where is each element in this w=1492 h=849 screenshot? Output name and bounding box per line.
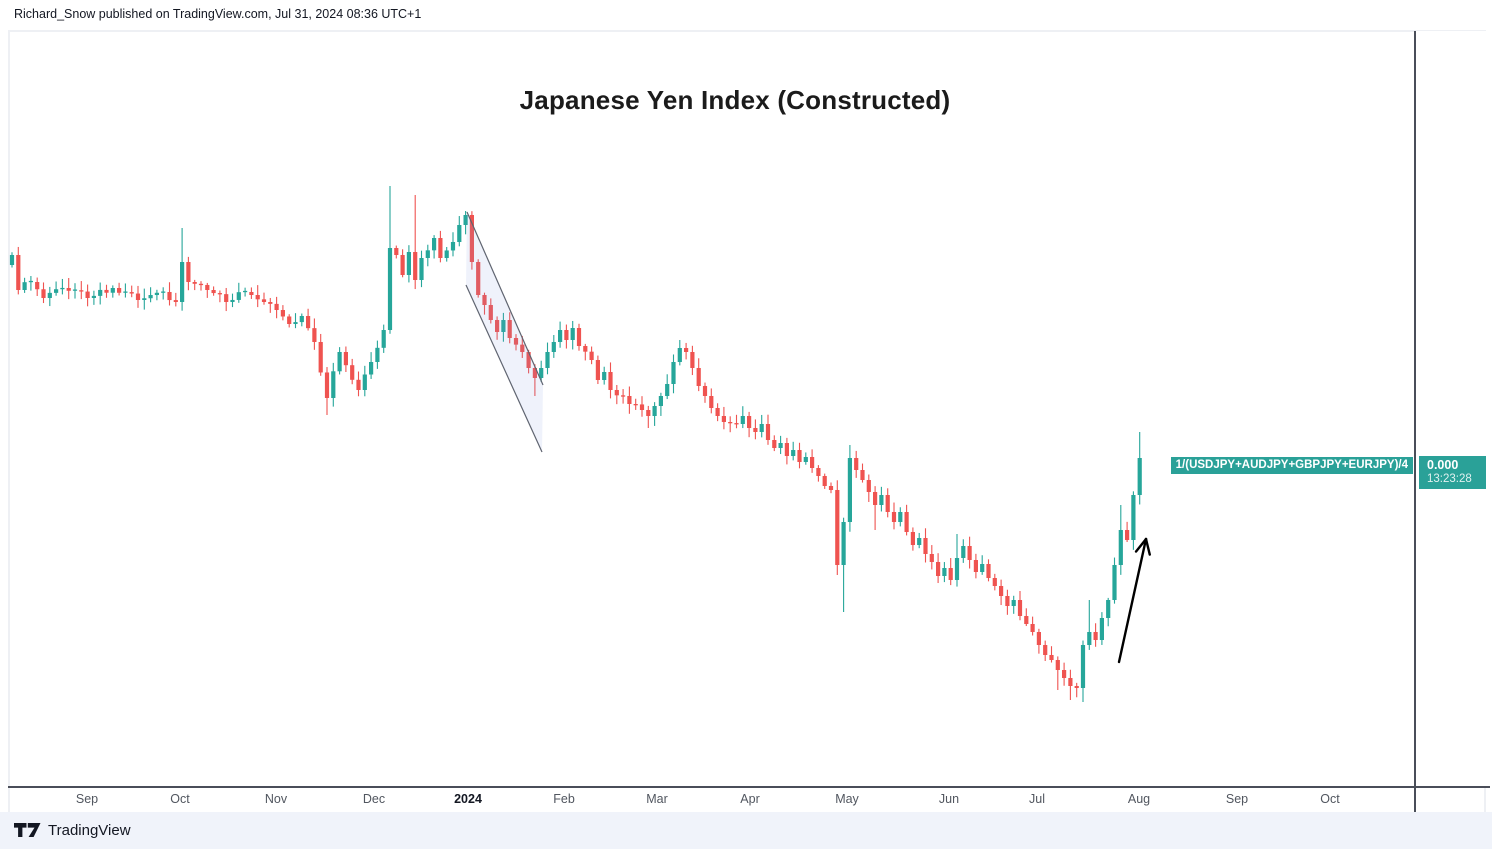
time-axis-separator <box>8 786 1490 788</box>
time-axis-label: Nov <box>264 792 288 806</box>
time-axis-label: Apr <box>740 792 760 806</box>
symbol-formula-label[interactable]: 1/(USDJPY+AUDJPY+GBPJPY+EURJPY)/4 <box>1170 457 1413 474</box>
arrow-annotation <box>1144 537 1151 556</box>
time-axis-label: Jun <box>938 792 960 806</box>
time-axis[interactable]: Sep Oct Nov Dec 2024 Feb Mar Apr May Jun Jul Aug Sep… <box>8 788 1414 812</box>
time-axis-label: May <box>835 792 859 806</box>
tradingview-brand-text[interactable]: TradingView <box>48 822 131 839</box>
time-axis-label: Oct <box>170 792 190 806</box>
last-price-value: 0.000 <box>1427 458 1459 472</box>
arrow-annotation <box>1117 537 1148 664</box>
time-axis-label: Sep <box>1225 792 1249 806</box>
tradingview-logo-icon[interactable] <box>14 823 41 838</box>
time-axis-label: Sep <box>75 792 99 806</box>
descending-channel-annotation <box>466 212 543 452</box>
time-axis-label: Jul <box>1029 792 1045 806</box>
chart-title: Japanese Yen Index (Constructed) <box>519 85 951 115</box>
footer-bar: TradingView <box>0 812 1492 849</box>
price-axis-separator <box>1414 31 1416 812</box>
arrow-annotation <box>1134 537 1148 553</box>
time-axis-label: Feb <box>553 792 575 806</box>
countdown-timer: 13:23:28 <box>1427 473 1472 485</box>
time-axis-label: Oct <box>1320 792 1340 806</box>
publish-info: Richard_Snow published on TradingView.co… <box>14 7 422 21</box>
time-axis-label: Dec <box>362 792 386 806</box>
last-price-badge[interactable]: 0.000 13:23:28 <box>1419 456 1486 489</box>
time-axis-label: 2024 <box>454 792 482 806</box>
price-axis[interactable] <box>1416 31 1490 786</box>
time-axis-label: Aug <box>1127 792 1151 806</box>
time-axis-label: Mar <box>646 792 668 806</box>
